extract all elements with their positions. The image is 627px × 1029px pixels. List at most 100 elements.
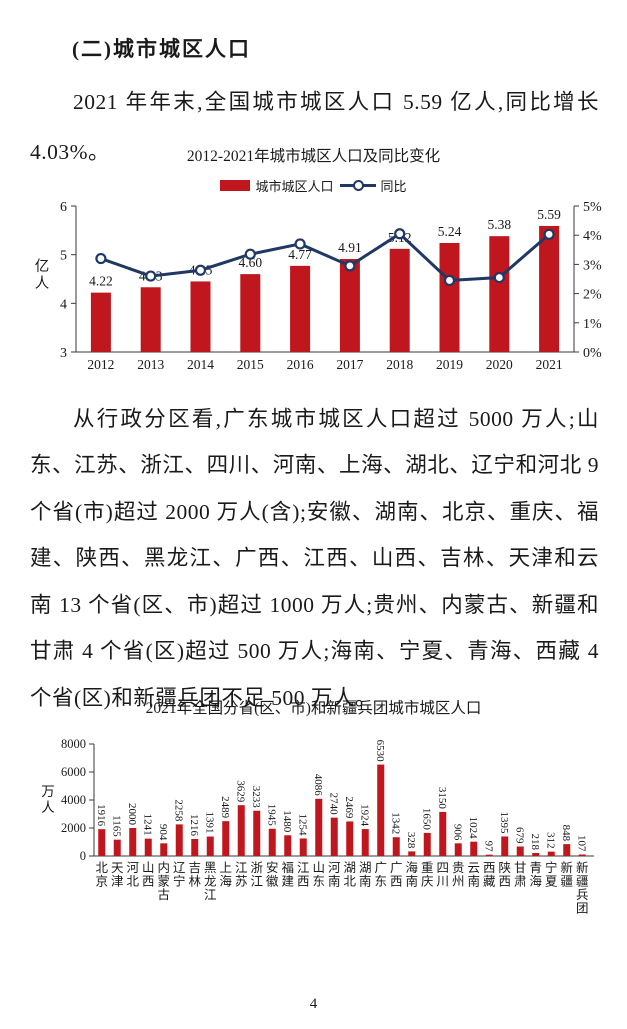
- bar-新疆: [563, 844, 571, 856]
- x-axis-label: 2015: [237, 357, 264, 372]
- bar-value-label: 97: [482, 841, 494, 853]
- bar-2018: [389, 248, 410, 352]
- right-axis-tick-label: 5%: [583, 200, 602, 215]
- yoy-point-2012: [95, 252, 107, 265]
- x-axis-label: 2012: [87, 357, 114, 372]
- bar-宁夏: [547, 851, 555, 856]
- bar-value-label: 1391: [203, 812, 215, 834]
- yoy-point-2015: [244, 248, 256, 260]
- x-axis-label: 陕西: [498, 860, 511, 889]
- bar-甘肃: [516, 846, 524, 856]
- x-axis-label: 宁夏: [545, 860, 558, 889]
- bar-浙江: [253, 810, 261, 856]
- y-axis-title: 万人: [41, 784, 55, 815]
- section-heading: (二)城市城区人口: [72, 37, 251, 62]
- bar-value-label: 6530: [374, 740, 386, 763]
- y-axis-tick-label: 2000: [61, 821, 86, 835]
- x-axis-label: 青海: [529, 861, 542, 889]
- x-axis-label: 海南: [405, 860, 418, 889]
- left-axis-tick-label: 4: [60, 297, 67, 312]
- bar-2012: [90, 292, 111, 352]
- bar-湖南: [361, 829, 369, 856]
- bar-value-label: 218: [529, 833, 541, 850]
- x-axis-label: 北京: [95, 861, 108, 889]
- bar-value-label: 4.77: [288, 247, 312, 262]
- left-axis-tick-label: 6: [60, 200, 67, 215]
- left-axis-tick-label: 3: [60, 346, 67, 361]
- bar-2017: [339, 259, 360, 352]
- yoy-point-2014: [194, 264, 207, 276]
- bar-value-label: 1024: [467, 817, 479, 840]
- bar-value-label: 1650: [420, 808, 432, 831]
- bar-吉林: [191, 838, 199, 856]
- bar-value-label: 3150: [436, 787, 448, 810]
- bar-湖北: [346, 821, 354, 856]
- bar-福建: [284, 835, 292, 856]
- bar-新疆兵团: [578, 854, 586, 856]
- x-axis-label: 河南: [328, 861, 341, 889]
- chart1-legend: 城市城区人口 同比: [0, 176, 627, 195]
- bar-2019: [439, 242, 460, 352]
- bar-value-label: 4.22: [89, 274, 113, 289]
- x-axis-label: 新疆兵团: [576, 860, 589, 916]
- x-axis-label: 山东: [312, 861, 325, 889]
- bar-value-label: 4086: [312, 774, 324, 797]
- bar-上海: [222, 821, 230, 856]
- bar-四川: [439, 811, 447, 856]
- left-axis-tick-label: 5: [60, 249, 67, 264]
- x-axis-label: 黑龙江: [204, 861, 217, 902]
- x-axis-label: 福建: [281, 860, 294, 889]
- x-axis-label: 浙江: [250, 860, 263, 889]
- bar-value-label: 328: [405, 832, 417, 849]
- bar-贵州: [454, 843, 462, 856]
- x-axis-label: 2021: [536, 357, 563, 372]
- x-axis-label: 江苏: [235, 861, 248, 889]
- right-axis-tick-label: 3%: [583, 258, 602, 273]
- bar-value-label: 2000: [126, 803, 138, 826]
- x-axis-label: 四川: [436, 861, 449, 889]
- bar-黑龙江: [206, 836, 214, 856]
- bar-河南: [330, 817, 338, 856]
- line-series-swatch-icon: [339, 180, 376, 191]
- x-axis-label: 安徽: [266, 860, 279, 889]
- right-axis-tick-label: 0%: [583, 346, 602, 361]
- x-axis-label: 2013: [137, 357, 164, 372]
- x-axis-label: 天津: [111, 861, 124, 889]
- bar-2013: [140, 287, 161, 352]
- yoy-point-2016: [294, 238, 306, 250]
- page-number: 4: [309, 996, 318, 1012]
- bar-value-label: 1395: [498, 811, 510, 834]
- bar-江苏: [237, 805, 245, 856]
- chart1-title: 2012-2021年城市城区人口及同比变化: [186, 148, 441, 165]
- x-axis-label: 2019: [436, 357, 463, 372]
- bar-value-label: 3233: [250, 786, 262, 809]
- bar-山东: [315, 798, 323, 856]
- bar-2016: [290, 265, 311, 352]
- x-axis-label: 贵州: [452, 861, 465, 889]
- bar-青海: [532, 852, 540, 856]
- bar-value-label: 3629: [234, 780, 246, 803]
- x-axis-label: 辽宁: [173, 861, 186, 889]
- bar-value-label: 4.91: [338, 240, 362, 255]
- x-axis-label: 2017: [336, 357, 363, 372]
- line-series-label: 同比: [380, 179, 407, 194]
- breakdown-paragraph: 从行政分区看,广东城市城区人口超过 5000 万人;山东、江苏、浙江、四川、河南…: [30, 406, 599, 710]
- yoy-point-2017: [344, 260, 356, 272]
- x-axis-label: 内蒙古: [157, 861, 170, 902]
- bar-value-label: 4.60: [238, 255, 262, 270]
- x-axis-label: 湖北: [343, 860, 356, 889]
- yoy-point-2020: [493, 271, 505, 284]
- bar-value-label: 5.59: [537, 207, 561, 222]
- bar-云南: [470, 841, 478, 856]
- yoy-point-2018: [394, 228, 406, 240]
- x-axis-label: 上海: [219, 861, 232, 889]
- bar-value-label: 679: [513, 827, 525, 844]
- bar-value-label: 1254: [296, 813, 308, 836]
- bar-重庆: [423, 832, 431, 856]
- bar-value-label: 5.38: [487, 217, 511, 232]
- x-axis-label: 山西: [142, 861, 155, 889]
- bar-value-label: 1216: [188, 814, 200, 837]
- x-axis-label: 新疆: [560, 860, 573, 889]
- bar-value-label: 2258: [172, 799, 184, 822]
- bar-广东: [377, 764, 385, 856]
